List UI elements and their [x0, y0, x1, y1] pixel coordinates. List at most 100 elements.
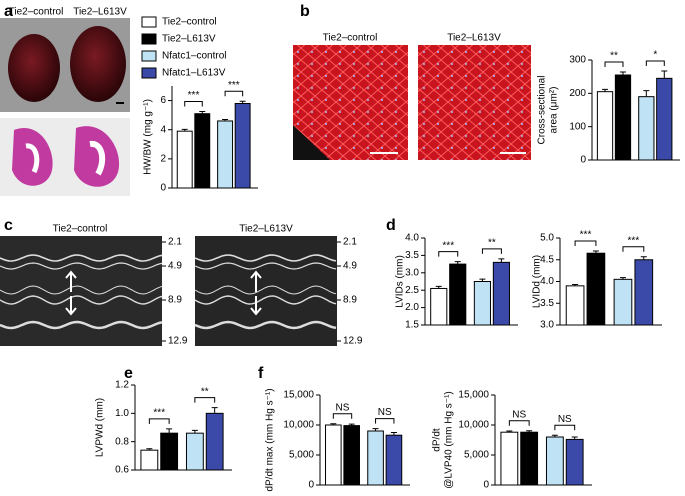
significance-label: ***	[442, 240, 454, 251]
echo-line	[0, 320, 163, 330]
panel-label: d	[386, 217, 396, 234]
error-bar	[661, 70, 668, 79]
error-bar	[640, 256, 647, 260]
bar	[492, 261, 510, 326]
error-bar	[146, 448, 153, 451]
bar	[140, 449, 159, 471]
echo-image	[195, 236, 337, 346]
significance-label: ***	[153, 408, 165, 419]
y-axis-label: LVPWd (mm)	[95, 398, 106, 457]
significance-bracket	[481, 248, 502, 254]
significance-label: NS	[558, 414, 572, 425]
y-tick-label: 4.0	[405, 233, 419, 244]
y-axis-label: @LVP40 (mm Hg s⁻¹)	[444, 391, 455, 488]
error-bar	[526, 430, 533, 433]
error-bar	[619, 71, 626, 75]
significance-label: ***	[228, 80, 240, 91]
significance-label: NS	[378, 407, 392, 418]
bar	[634, 259, 654, 326]
significance-label: **	[488, 238, 496, 249]
heart	[70, 26, 126, 102]
significance-bracket	[604, 61, 624, 67]
micrograph	[418, 45, 531, 160]
error-bar	[506, 430, 513, 433]
y-tick-label: 15,000	[458, 390, 489, 401]
bar	[325, 424, 342, 486]
depth-label: 4.9	[168, 261, 182, 272]
y-axis-label: Cross-sectional	[537, 76, 548, 145]
significance-label: NS	[512, 409, 526, 420]
legend-label: Nfatc1–control	[162, 51, 226, 62]
y-tick-label: 3.5	[540, 298, 554, 309]
error-bar	[435, 285, 442, 289]
error-bar	[454, 261, 461, 265]
depth-label: 2.1	[168, 237, 182, 248]
panel-label: b	[300, 3, 310, 20]
echo-line	[0, 295, 163, 305]
micrograph-label: Tie2–control	[323, 33, 378, 44]
legend-key	[141, 33, 157, 45]
error-bar	[199, 111, 206, 114]
bar	[217, 120, 234, 189]
y-tick-label: 3.0	[405, 267, 419, 278]
error-bar	[498, 258, 505, 263]
significance-bracket	[574, 240, 597, 247]
significance-bracket	[224, 90, 244, 97]
bar	[205, 412, 224, 471]
error-bar	[592, 250, 599, 254]
arrow	[250, 270, 262, 316]
y-axis-label: dP/dt max (mm Hg s⁻¹)	[265, 388, 276, 491]
y-tick-label: 1.2	[115, 380, 129, 391]
y-tick-label: 10,000	[283, 420, 314, 431]
error-bar	[211, 407, 218, 414]
y-tick-label: 0	[483, 480, 489, 491]
bar	[586, 252, 606, 326]
error-bar	[348, 423, 355, 426]
echo-label: Tie2–control	[53, 224, 108, 235]
y-tick-label: 5,000	[464, 450, 489, 461]
y-tick-label: 4.0	[540, 276, 554, 287]
bar	[185, 432, 204, 471]
y-tick-label: 2.0	[405, 302, 419, 313]
significance-label: **	[201, 386, 209, 397]
significance-bracket	[554, 424, 576, 431]
y-tick-label: 2.5	[405, 285, 419, 296]
y-tick-label: 3.0	[540, 320, 554, 331]
y-tick-label: 1.0	[115, 408, 129, 419]
panel-label: a	[4, 3, 13, 20]
y-axis-label: area (μm²)	[549, 87, 560, 134]
error-bar	[166, 428, 173, 434]
micrograph	[293, 45, 408, 160]
echo-line	[0, 285, 163, 295]
bar	[613, 278, 633, 326]
bar	[520, 431, 539, 486]
arrow	[65, 270, 77, 316]
section	[74, 126, 120, 187]
bar	[614, 74, 632, 161]
ventricle	[89, 140, 106, 176]
significance-label: *	[653, 50, 657, 61]
bar	[385, 434, 403, 486]
echo-label: Tie2–L613V	[239, 224, 293, 235]
y-axis-label: dP/dt	[432, 428, 443, 452]
significance-bracket	[375, 418, 395, 424]
y-axis-label: LVIDd (mm)	[532, 255, 543, 308]
y-axis-label: HW/BW (mg g⁻¹)	[143, 99, 154, 175]
error-bar	[181, 128, 188, 132]
photo-label: Tie2–L613V	[73, 7, 127, 18]
error-bar	[551, 434, 558, 437]
bar	[343, 425, 360, 486]
legend-label: Nfatc1–L613V	[162, 68, 226, 79]
legend-key	[141, 16, 157, 28]
error-bar	[571, 436, 578, 440]
y-tick-label: 15,000	[283, 390, 314, 401]
heart	[8, 34, 60, 102]
y-tick-label: 10,000	[458, 420, 489, 431]
y-tick-label: 5,000	[289, 450, 314, 461]
y-tick-label: 6	[160, 95, 166, 106]
section	[12, 128, 53, 186]
legend-key	[141, 67, 157, 79]
legend-key	[141, 50, 157, 62]
y-tick-label: 300	[569, 55, 586, 66]
error-bar	[239, 100, 246, 104]
